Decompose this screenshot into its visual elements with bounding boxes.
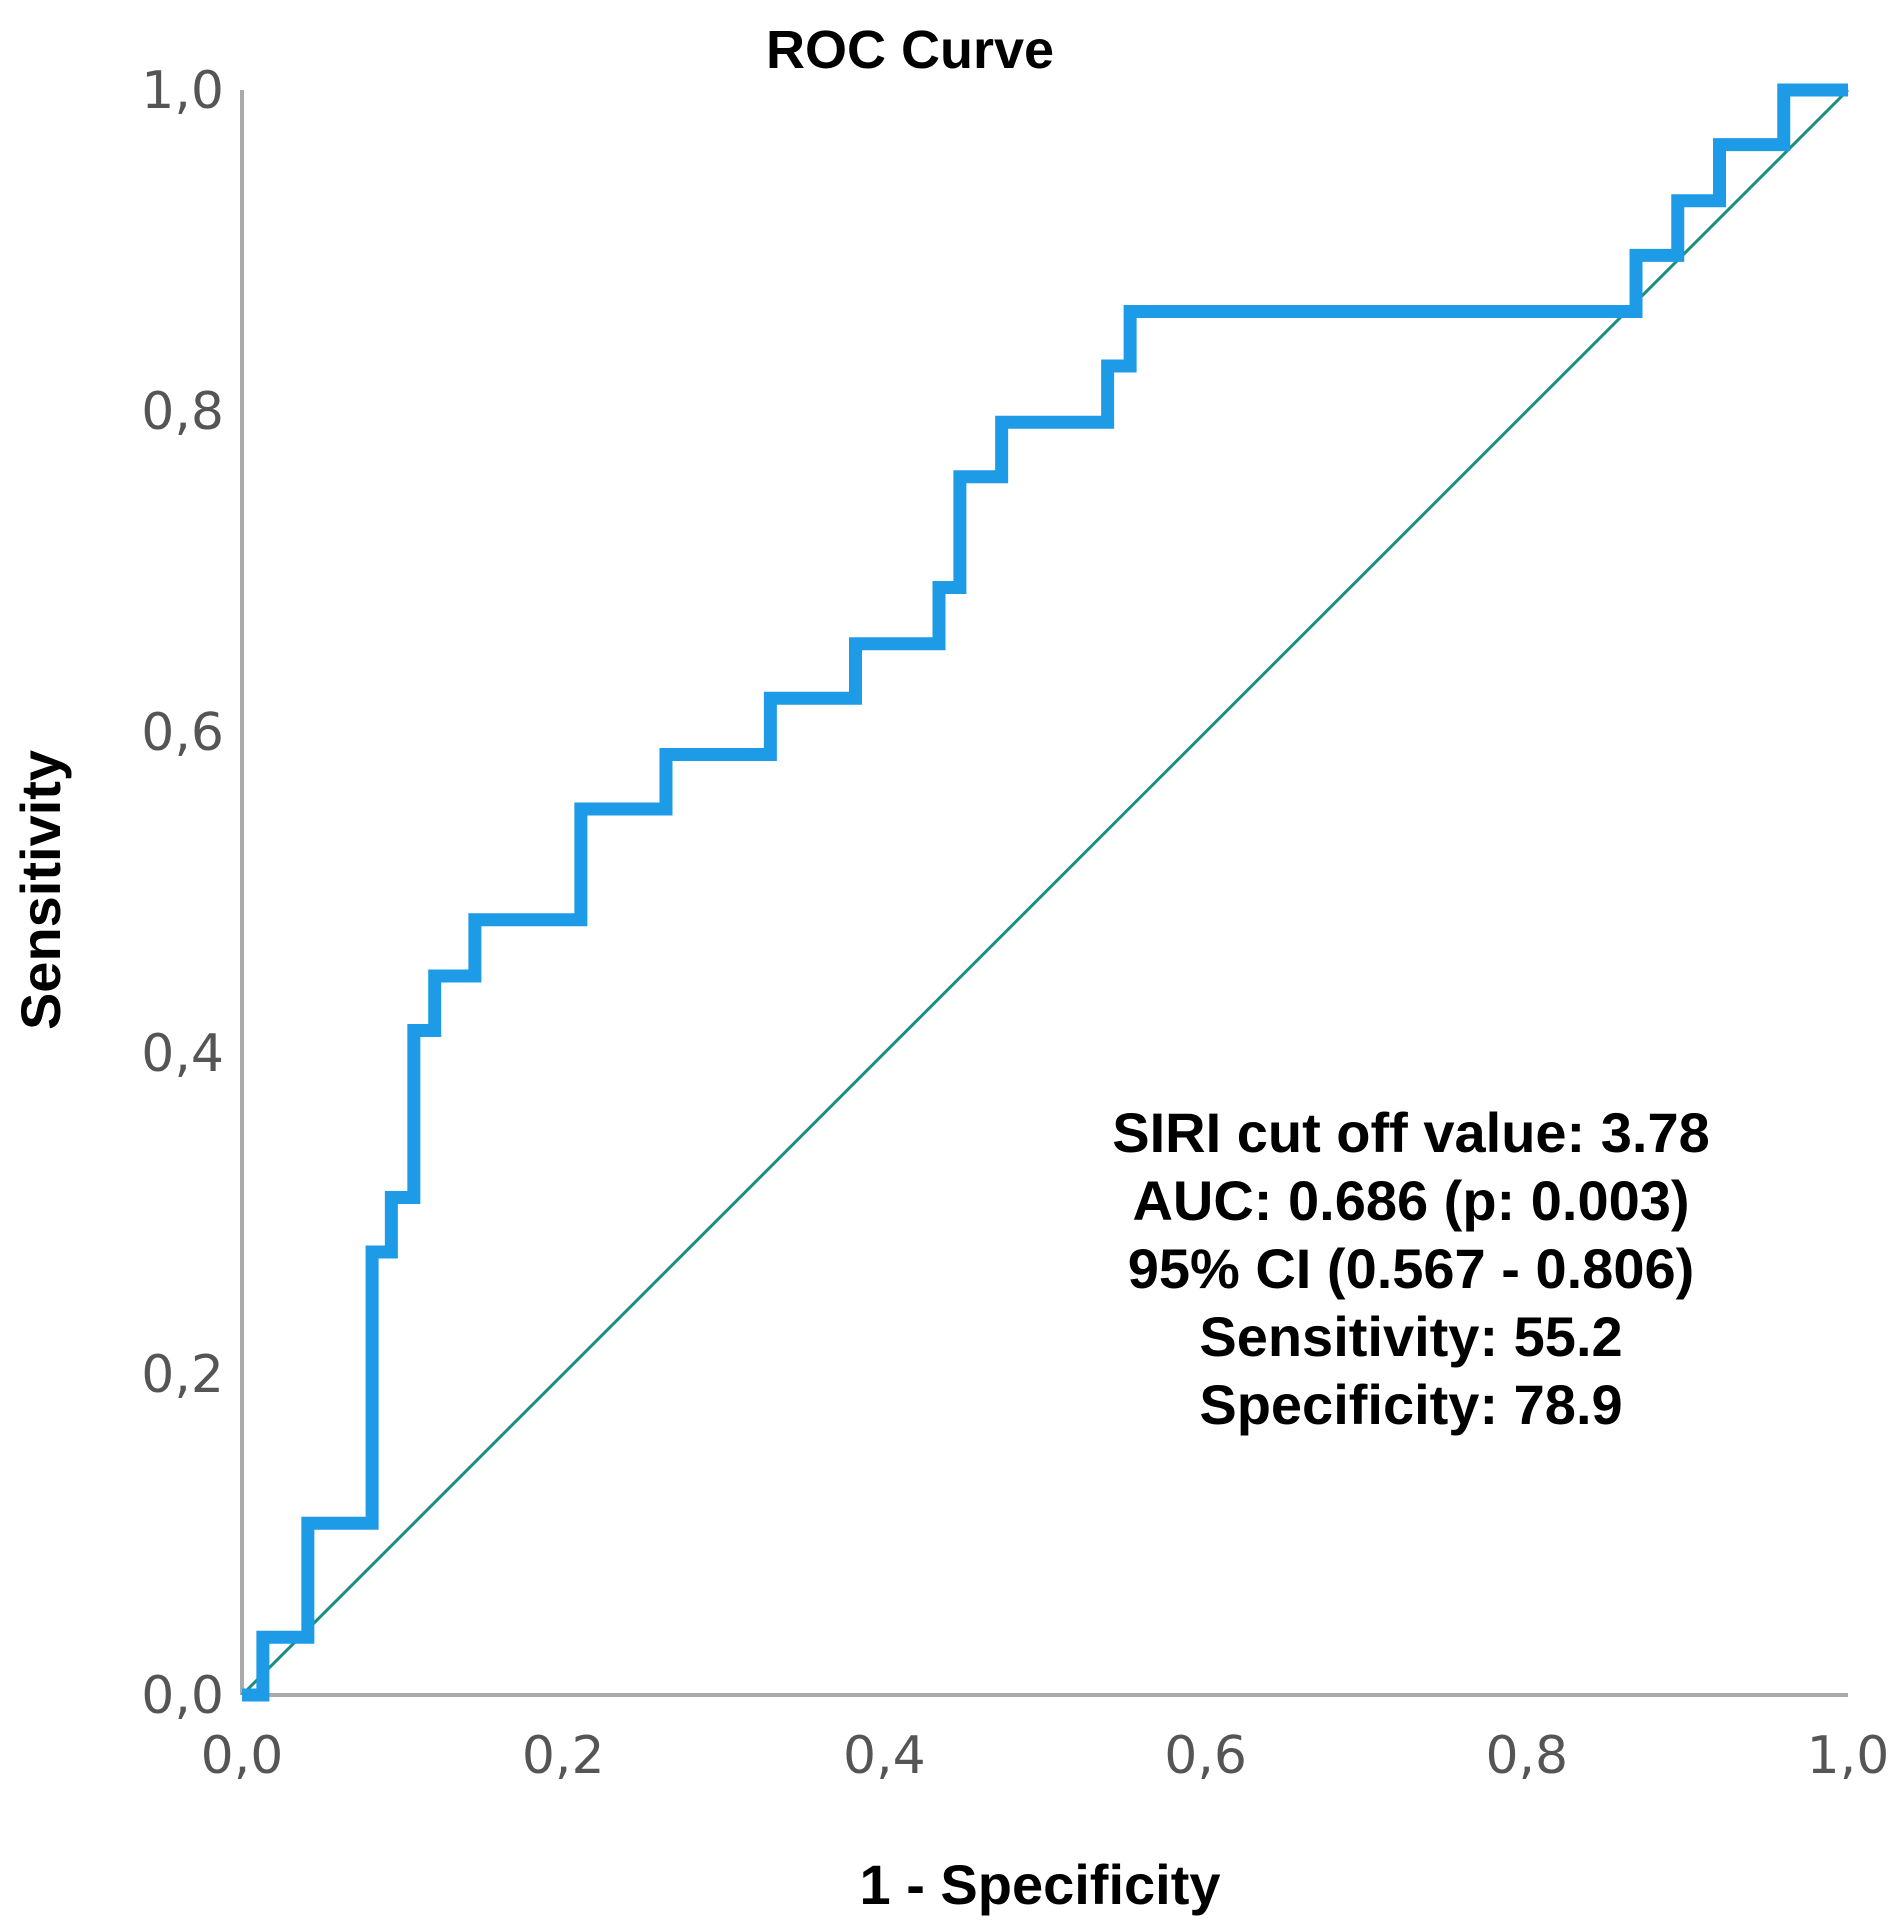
roc-curve-line	[242, 83, 1848, 1702]
y-tick-label: 0,2	[141, 1345, 224, 1405]
y-tick-labels: 0,0 0,2 0,4 0,6 0,8 1,0	[141, 61, 224, 1726]
annotation-cutoff: SIRI cut off value: 3.78	[1112, 1101, 1710, 1164]
annotation-box: SIRI cut off value: 3.78 AUC: 0.686 (p: …	[1112, 1101, 1710, 1436]
y-tick-label: 1,0	[141, 61, 224, 121]
annotation-specificity: Specificity: 78.9	[1199, 1373, 1622, 1436]
x-tick-label: 0,4	[843, 1726, 926, 1786]
y-tick-label: 0,6	[141, 703, 224, 763]
annotation-sensitivity: Sensitivity: 55.2	[1199, 1305, 1622, 1368]
y-tick-label: 0,0	[141, 1666, 224, 1726]
y-tick-label: 0,4	[141, 1024, 224, 1084]
x-tick-label: 1,0	[1807, 1726, 1890, 1786]
y-tick-label: 0,8	[141, 382, 224, 442]
x-tick-labels: 0,0 0,2 0,4 0,6 0,8 1,0	[201, 1726, 1890, 1786]
x-axis-label: 1 - Specificity	[859, 1853, 1220, 1916]
series-group	[240, 83, 1850, 1702]
x-tick-label: 0,6	[1164, 1726, 1247, 1786]
annotation-auc: AUC: 0.686 (p: 0.003)	[1132, 1169, 1689, 1232]
x-tick-label: 0,8	[1485, 1726, 1568, 1786]
x-tick-label: 0,0	[201, 1726, 284, 1786]
reference-line	[240, 88, 1850, 1697]
y-axis-label: Sensitivity	[9, 750, 72, 1030]
annotation-ci: 95% CI (0.567 - 0.806)	[1128, 1237, 1695, 1300]
x-tick-label: 0,2	[522, 1726, 605, 1786]
axes	[240, 90, 1848, 1697]
chart-title: ROC Curve	[766, 20, 1054, 80]
